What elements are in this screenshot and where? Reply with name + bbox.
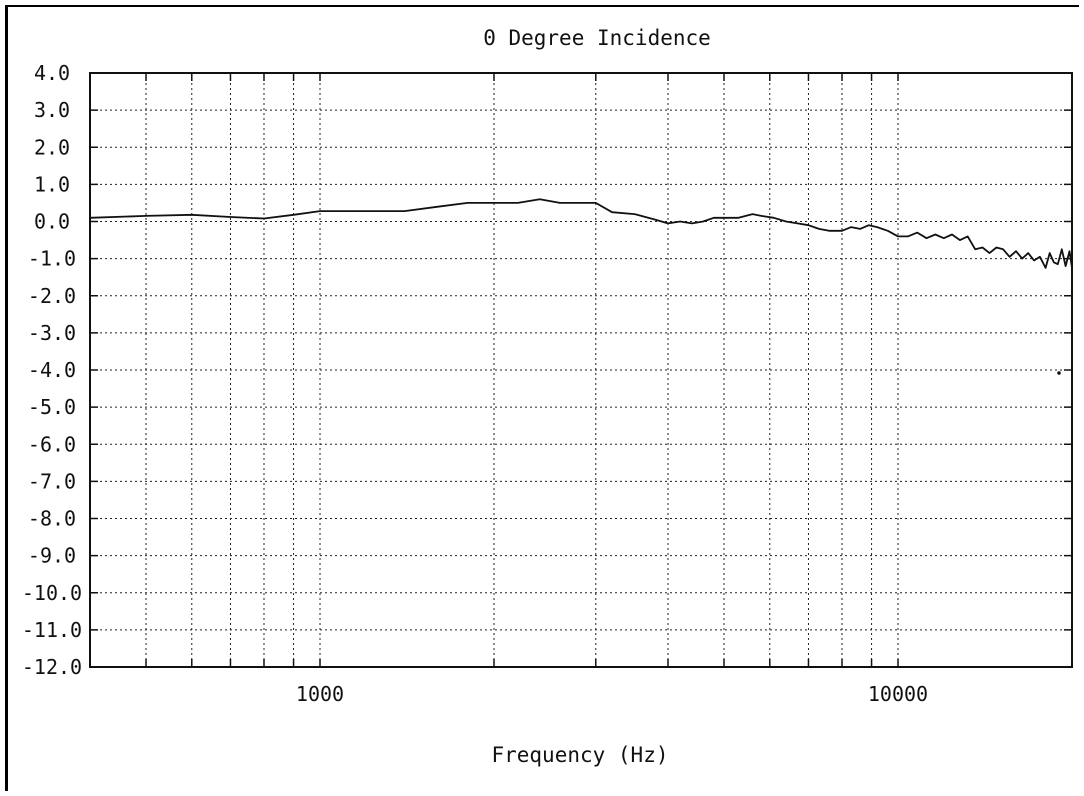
y-tick-label: 0.0 bbox=[34, 210, 70, 234]
y-tick-label: -4.0 bbox=[28, 358, 76, 382]
y-tick-label: -9.0 bbox=[28, 544, 76, 568]
y-tick-label: 3.0 bbox=[34, 98, 70, 122]
stray-dot-mark bbox=[1057, 371, 1061, 375]
plot-area bbox=[89, 72, 1073, 668]
y-tick-label: -6.0 bbox=[28, 432, 76, 456]
y-tick-label: -12.0 bbox=[22, 655, 82, 679]
series-layer bbox=[89, 198, 1073, 269]
series-line bbox=[89, 198, 1073, 269]
y-tick-label: -5.0 bbox=[28, 395, 76, 419]
grid bbox=[90, 72, 1072, 668]
y-tick-label: -1.0 bbox=[28, 247, 76, 271]
x-axis-ticks: 1000 10000 bbox=[296, 682, 928, 706]
x-tick-label: 10000 bbox=[868, 682, 928, 706]
y-tick-label: -2.0 bbox=[28, 284, 76, 308]
y-tick-label: -3.0 bbox=[28, 321, 76, 345]
chart-title: 0 Degree Incidence bbox=[483, 26, 711, 50]
y-tick-label: 2.0 bbox=[34, 135, 70, 159]
y-tick-label: -8.0 bbox=[28, 507, 76, 531]
x-tick-label: 1000 bbox=[296, 682, 344, 706]
y-tick-label: 1.0 bbox=[34, 172, 70, 196]
y-tick-label: -10.0 bbox=[22, 581, 82, 605]
x-axis-label: Frequency (Hz) bbox=[491, 743, 668, 767]
y-tick-label: -11.0 bbox=[22, 618, 82, 642]
chart-frame bbox=[5, 5, 1079, 791]
y-tick-label: -7.0 bbox=[28, 469, 76, 493]
y-axis-ticks: 4.0 3.0 2.0 1.0 0.0 -1.0 -2.0 -3.0 -4.0 -5.0 -6.0 -… bbox=[22, 61, 82, 679]
y-tick-label: 4.0 bbox=[34, 61, 70, 85]
